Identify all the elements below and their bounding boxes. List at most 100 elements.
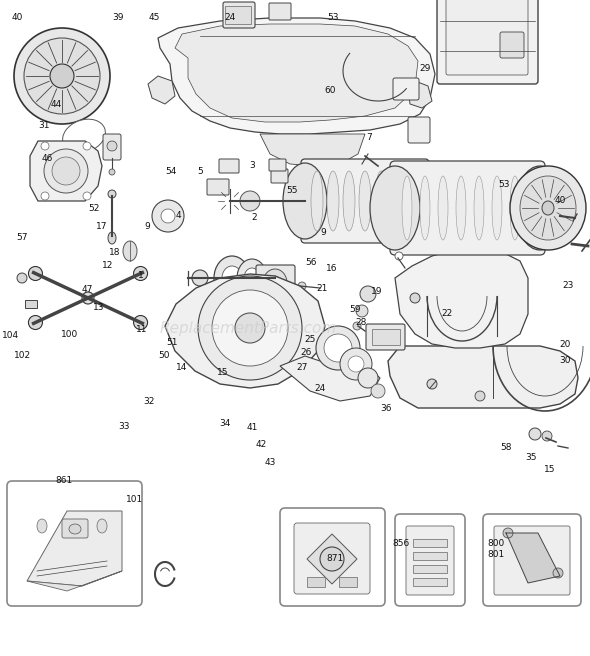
Ellipse shape bbox=[348, 356, 364, 372]
Text: 100: 100 bbox=[61, 330, 78, 339]
Ellipse shape bbox=[41, 142, 49, 150]
Text: 39: 39 bbox=[112, 13, 124, 22]
Ellipse shape bbox=[50, 64, 74, 88]
Ellipse shape bbox=[371, 384, 385, 398]
Text: 102: 102 bbox=[14, 351, 31, 360]
FancyBboxPatch shape bbox=[103, 134, 121, 160]
Text: 53: 53 bbox=[327, 13, 339, 22]
FancyBboxPatch shape bbox=[269, 159, 286, 171]
Ellipse shape bbox=[410, 293, 420, 303]
Ellipse shape bbox=[553, 568, 563, 578]
Ellipse shape bbox=[510, 166, 586, 250]
Text: 16: 16 bbox=[326, 264, 337, 274]
Ellipse shape bbox=[41, 192, 49, 200]
Text: 1: 1 bbox=[137, 271, 143, 280]
Ellipse shape bbox=[316, 326, 360, 370]
Ellipse shape bbox=[324, 334, 352, 362]
Text: 5: 5 bbox=[198, 167, 204, 176]
Bar bbox=[225, 6, 251, 24]
Text: 31: 31 bbox=[38, 121, 50, 131]
Ellipse shape bbox=[133, 316, 148, 329]
Text: 4: 4 bbox=[175, 211, 181, 220]
FancyBboxPatch shape bbox=[7, 481, 142, 606]
Text: 856: 856 bbox=[392, 539, 410, 548]
Polygon shape bbox=[388, 346, 578, 408]
Ellipse shape bbox=[542, 201, 554, 215]
Text: 46: 46 bbox=[41, 154, 53, 163]
Ellipse shape bbox=[235, 313, 265, 343]
Ellipse shape bbox=[520, 176, 576, 240]
Ellipse shape bbox=[14, 28, 110, 124]
Ellipse shape bbox=[360, 286, 376, 302]
Ellipse shape bbox=[474, 176, 484, 240]
Text: 56: 56 bbox=[306, 258, 317, 267]
Text: 50: 50 bbox=[158, 351, 170, 360]
Text: 32: 32 bbox=[143, 397, 155, 406]
Ellipse shape bbox=[108, 232, 116, 244]
Ellipse shape bbox=[83, 142, 91, 150]
FancyBboxPatch shape bbox=[395, 514, 465, 606]
Polygon shape bbox=[27, 511, 122, 586]
Ellipse shape bbox=[269, 276, 281, 290]
Ellipse shape bbox=[343, 171, 355, 231]
Text: 801: 801 bbox=[487, 550, 504, 559]
Text: 12: 12 bbox=[101, 261, 113, 270]
Text: 13: 13 bbox=[93, 302, 105, 312]
FancyBboxPatch shape bbox=[408, 117, 430, 143]
Ellipse shape bbox=[212, 290, 288, 366]
Text: 9: 9 bbox=[145, 222, 150, 231]
Ellipse shape bbox=[24, 38, 100, 114]
Ellipse shape bbox=[402, 176, 412, 240]
Bar bbox=[25, 300, 37, 308]
Ellipse shape bbox=[311, 171, 323, 231]
Ellipse shape bbox=[395, 252, 403, 260]
Ellipse shape bbox=[37, 519, 47, 533]
Text: 800: 800 bbox=[487, 539, 504, 548]
FancyBboxPatch shape bbox=[223, 2, 255, 28]
Ellipse shape bbox=[510, 176, 520, 240]
FancyBboxPatch shape bbox=[269, 3, 291, 20]
Text: 35: 35 bbox=[525, 453, 537, 462]
FancyBboxPatch shape bbox=[393, 78, 419, 100]
Ellipse shape bbox=[240, 191, 260, 211]
Ellipse shape bbox=[283, 163, 327, 239]
Ellipse shape bbox=[237, 259, 267, 297]
Text: 104: 104 bbox=[1, 331, 19, 340]
Text: 27: 27 bbox=[296, 363, 308, 372]
Ellipse shape bbox=[263, 269, 287, 297]
Ellipse shape bbox=[108, 190, 116, 198]
Text: ReplacementParts.com: ReplacementParts.com bbox=[159, 321, 336, 335]
Ellipse shape bbox=[438, 176, 448, 240]
FancyBboxPatch shape bbox=[256, 265, 295, 301]
FancyBboxPatch shape bbox=[207, 179, 229, 195]
Ellipse shape bbox=[161, 209, 175, 223]
Bar bbox=[307, 577, 325, 587]
Ellipse shape bbox=[222, 266, 242, 290]
Ellipse shape bbox=[244, 268, 260, 288]
Text: 24: 24 bbox=[224, 13, 236, 22]
Polygon shape bbox=[506, 533, 560, 583]
Ellipse shape bbox=[83, 192, 91, 200]
Ellipse shape bbox=[298, 282, 306, 290]
Text: 871: 871 bbox=[326, 554, 344, 564]
Ellipse shape bbox=[69, 524, 81, 534]
Ellipse shape bbox=[28, 266, 42, 281]
Text: 3: 3 bbox=[250, 161, 255, 170]
Text: 59: 59 bbox=[349, 305, 361, 314]
Bar bbox=[413, 539, 447, 547]
FancyBboxPatch shape bbox=[271, 169, 288, 183]
Ellipse shape bbox=[198, 276, 302, 380]
Text: 54: 54 bbox=[165, 167, 177, 176]
FancyBboxPatch shape bbox=[280, 508, 385, 606]
Text: 861: 861 bbox=[55, 476, 73, 485]
Text: 15: 15 bbox=[217, 368, 229, 377]
FancyBboxPatch shape bbox=[437, 0, 538, 84]
Text: 17: 17 bbox=[96, 222, 107, 231]
Ellipse shape bbox=[356, 305, 368, 317]
Ellipse shape bbox=[44, 149, 88, 193]
Polygon shape bbox=[158, 18, 435, 134]
Text: 42: 42 bbox=[255, 440, 267, 449]
Text: 18: 18 bbox=[109, 248, 121, 257]
Ellipse shape bbox=[133, 266, 148, 281]
Text: 40: 40 bbox=[555, 195, 566, 205]
